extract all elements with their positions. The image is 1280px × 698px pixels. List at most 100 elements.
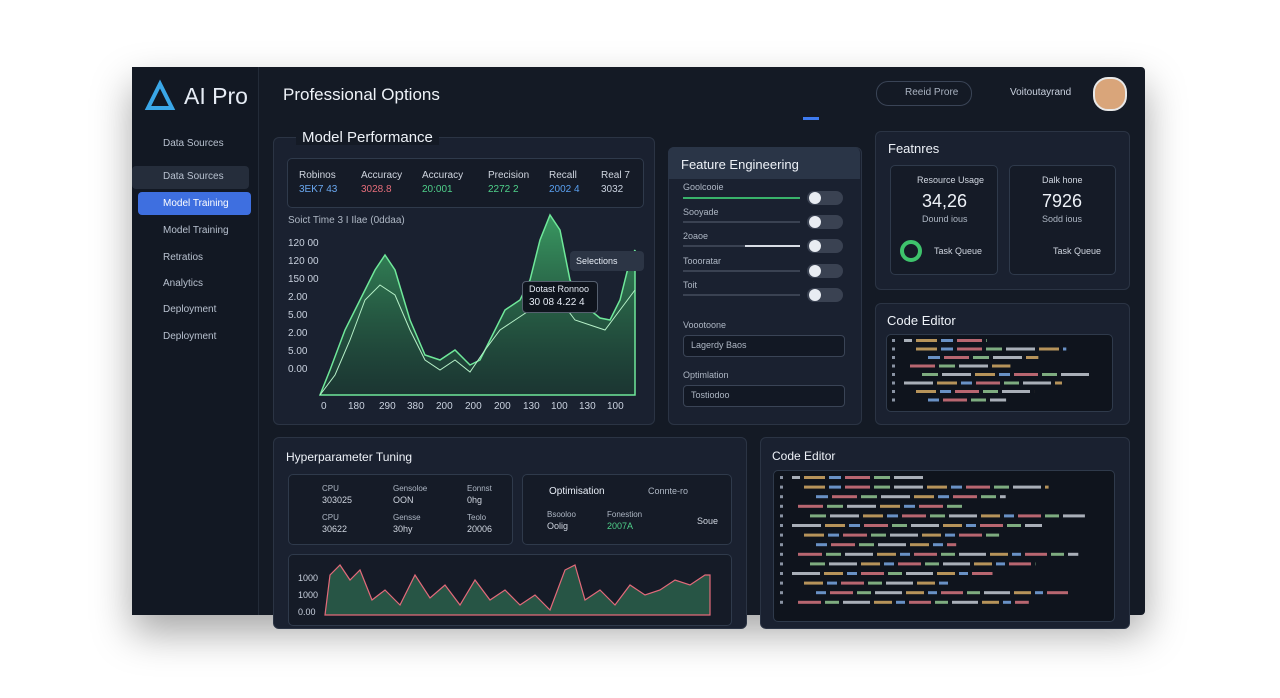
code-token [845,485,870,489]
opt-status: Soue [697,516,719,526]
performance-area [318,213,636,396]
code-token [928,591,937,595]
line-number [780,533,783,537]
code-token [981,514,1000,518]
x-label: 180 [348,401,365,412]
code-token [944,356,969,359]
x-label: 290 [379,401,396,412]
stat-value: 0hg [467,495,483,505]
card-sub: Dound ious [922,214,968,224]
code-token [971,398,986,402]
code-token [990,552,1008,556]
code-token [874,485,890,489]
nav-item: Deployment [163,331,217,342]
code-token [984,591,1010,595]
tooltip [522,281,598,313]
code-token [951,485,962,489]
search-box[interactable] [876,81,972,106]
logo: AI Pro [184,83,248,109]
feature-row: 2oaoe [683,231,709,241]
code-token [847,504,876,508]
code-token [940,390,951,393]
user-name: Voitoutayrand [1010,87,1072,98]
code-token [975,373,995,376]
line-number [892,339,895,342]
code-token [930,514,945,518]
y-label: 0.00 [288,364,308,375]
code-token [871,533,886,537]
code-token [874,476,890,479]
code-lines [780,339,1089,604]
x-label: 200 [494,401,511,412]
stat-label: Gensse [393,513,421,522]
optimisation-box [522,474,732,545]
code-token [928,398,939,402]
code-token [914,552,937,556]
code-token [941,591,963,595]
code-token [868,581,882,585]
code-token [810,562,825,566]
code-token [919,504,943,508]
y-label: 120 00 [288,256,319,267]
code-token [1025,524,1042,527]
opt-label: Fonestion [607,510,643,519]
toggle[interactable] [807,288,843,302]
code-token [874,600,892,604]
code-token [928,356,940,359]
panel-title: Feature Engineering [681,157,799,172]
code-token [830,514,859,518]
code-token [986,339,987,342]
y-label: 1000 [298,590,319,600]
line-number [780,524,783,527]
toggle[interactable] [807,239,843,253]
logo-icon [144,79,176,110]
avatar[interactable] [1093,77,1127,111]
select-value: Tostiodoo [691,390,730,400]
code-token [798,504,823,508]
code-token [827,504,843,508]
code-token [959,364,988,368]
line-number [780,485,783,489]
code-token [953,495,977,499]
selections-button[interactable] [570,251,644,271]
code-token [1055,381,1062,385]
metric-value: 3EK7 43 [299,184,338,195]
code-token [949,514,977,518]
code-token [916,339,937,342]
code-token [955,390,979,393]
select[interactable] [683,385,845,407]
stat-label: Eonnst [467,484,492,493]
code-token [826,552,841,556]
line-number [780,591,783,595]
metrics-box [287,158,644,208]
x-label: 0 [321,401,327,412]
feature-card [890,165,998,275]
sidebar [132,67,259,615]
code-token [933,543,943,547]
select[interactable] [683,335,845,357]
code-token [939,364,955,368]
toggle[interactable] [807,264,843,278]
toggle[interactable] [807,215,843,229]
y-label: 120 00 [288,238,319,249]
code-token [816,495,828,499]
code-token [804,533,824,537]
code-token [980,524,1003,527]
stat-value: OON [393,495,414,505]
code-token [1009,562,1031,566]
performance-line [319,284,636,396]
code-token [916,347,937,351]
code-token [828,533,839,537]
code-token [914,495,934,499]
nav-item: Model Training [163,225,229,236]
metric-value: 20:001 [422,184,453,195]
code-token [904,339,912,342]
code-token [810,514,826,518]
card-sub: Sodd ious [1042,214,1083,224]
code-token [841,581,864,585]
card-value: 7926 [1042,191,1083,211]
y-label: 0.00 [298,607,316,617]
metric-value: 2002 4 [549,184,580,195]
toggle[interactable] [807,191,843,205]
